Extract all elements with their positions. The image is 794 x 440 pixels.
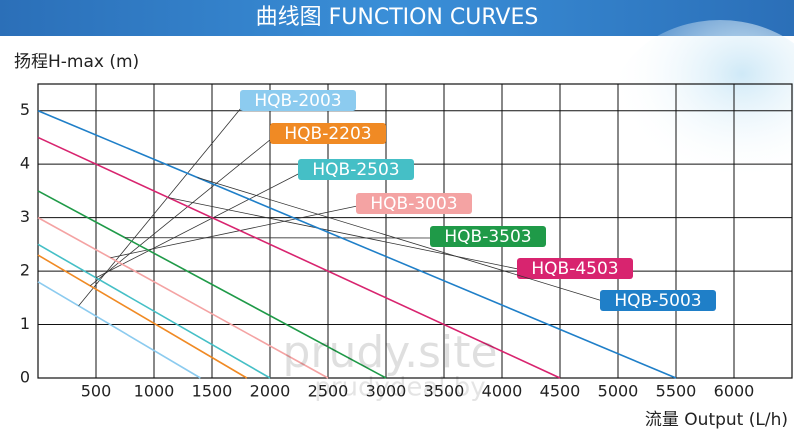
watermark: prudydeal.by <box>314 373 485 403</box>
y-tick-label: 1 <box>20 314 30 333</box>
x-tick-label: 2000 <box>250 382 291 401</box>
curve <box>38 282 200 378</box>
x-tick-label: 6000 <box>714 382 755 401</box>
legend-label: HQB-2203 <box>284 124 371 144</box>
y-tick-label: 2 <box>20 261 30 280</box>
x-tick-label: 4000 <box>482 382 523 401</box>
x-tick-label: 5000 <box>598 382 639 401</box>
x-axis-label: 流量 Output (L/h) <box>645 410 788 430</box>
y-tick-label: 0 <box>20 368 30 387</box>
legend-label: HQB-5003 <box>614 291 701 311</box>
legend-label: HQB-3003 <box>370 194 457 214</box>
legend-label: HQB-3503 <box>444 227 531 247</box>
x-tick-label: 500 <box>81 382 112 401</box>
y-tick-label: 3 <box>20 207 30 226</box>
leader-line <box>96 171 304 278</box>
legend-label: HQB-2003 <box>254 91 341 111</box>
chart-title: 曲线图 FUNCTION CURVES <box>256 5 539 30</box>
x-tick-label: 5500 <box>656 382 697 401</box>
leader-line <box>90 135 276 286</box>
legend-label: HQB-4503 <box>531 259 618 279</box>
x-tick-label: 4500 <box>540 382 581 401</box>
watermark: prudy.site <box>282 327 497 378</box>
x-tick-label: 1500 <box>192 382 233 401</box>
y-tick-label: 4 <box>20 154 30 173</box>
legend-label: HQB-2503 <box>312 160 399 180</box>
x-tick-label: 1000 <box>134 382 175 401</box>
y-axis-label: 扬程H-max (m) <box>14 52 139 72</box>
water-splash <box>610 20 794 200</box>
y-tick-label: 5 <box>20 100 30 119</box>
